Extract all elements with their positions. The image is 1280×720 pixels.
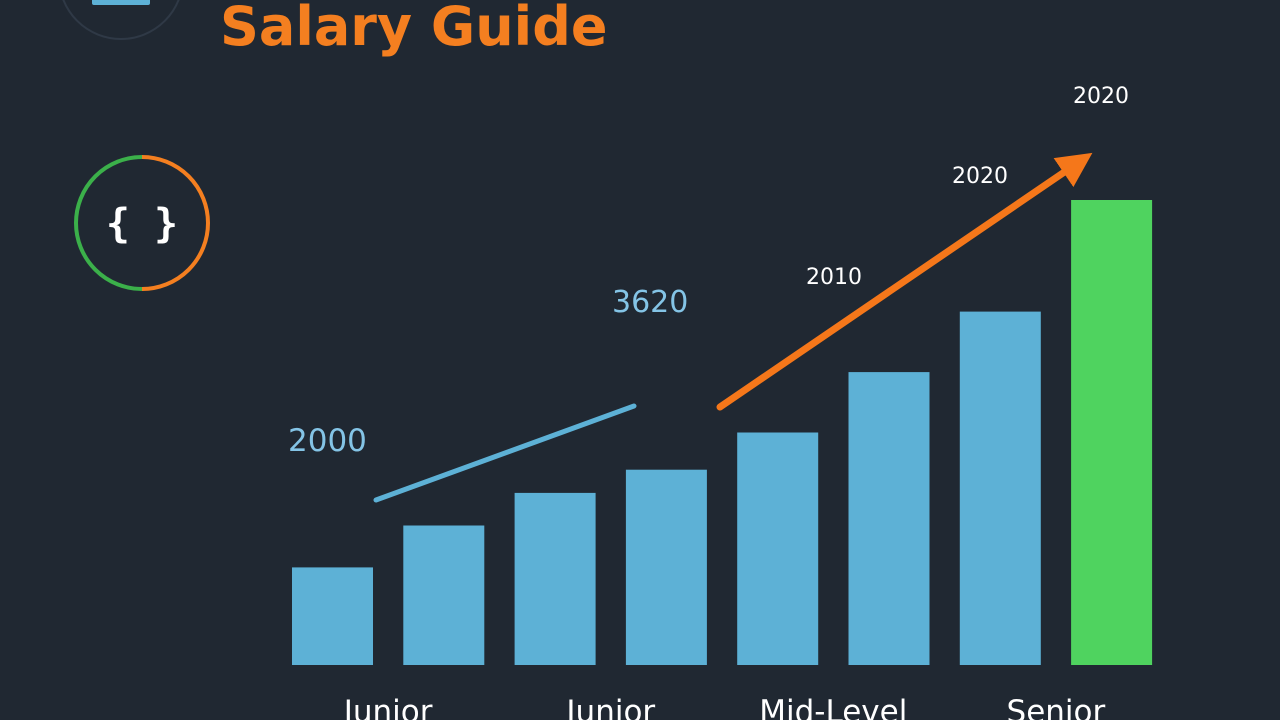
x-tick-labels: Junior Junior Mid-Level Senior bbox=[342, 694, 1106, 720]
bars-group bbox=[292, 200, 1153, 665]
logo-bar-icon bbox=[92, 0, 150, 5]
code-braces-badge: { } bbox=[74, 155, 210, 291]
page-title: Salary Guide bbox=[220, 0, 608, 58]
trend-lines-group bbox=[373, 152, 1093, 503]
blue-trend-line bbox=[373, 403, 637, 503]
value-annotation: 3620 bbox=[612, 285, 688, 320]
x-tick-label: Junior bbox=[564, 694, 655, 720]
ring-green-arc bbox=[74, 155, 143, 291]
x-tick-label: Junior bbox=[342, 694, 433, 720]
value-annotation: 2020 bbox=[952, 164, 1008, 189]
code-braces-icon: { } bbox=[106, 201, 178, 247]
x-tick-label: Senior bbox=[1007, 694, 1106, 720]
salary-bar bbox=[737, 432, 819, 665]
salary-bar bbox=[514, 492, 596, 665]
salary-bar bbox=[848, 372, 930, 665]
value-annotation: 2010 bbox=[806, 265, 862, 290]
orange-trend-line bbox=[716, 152, 1093, 411]
salary-bar bbox=[625, 469, 707, 665]
salary-bar bbox=[959, 311, 1041, 665]
value-annotation: 2000 bbox=[288, 423, 367, 459]
annotations-group: 2000 3620 2010 2020 2020 bbox=[288, 84, 1129, 459]
x-tick-label: Mid-Level bbox=[759, 694, 907, 720]
salary-bar bbox=[292, 567, 373, 665]
value-annotation: 2020 bbox=[1073, 84, 1129, 109]
salary-bar bbox=[403, 525, 485, 665]
ring-orange-arc bbox=[141, 155, 210, 291]
highlight-bar bbox=[1071, 200, 1153, 665]
